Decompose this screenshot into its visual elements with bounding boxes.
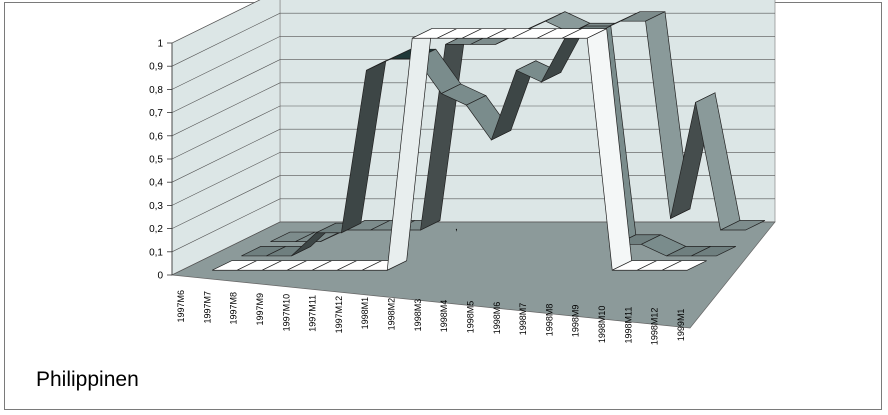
y-tick-label: 0,7 bbox=[149, 108, 163, 119]
chart-annotation: , bbox=[455, 222, 458, 233]
y-tick-label: 0,5 bbox=[149, 155, 163, 166]
gridline bbox=[171, 0, 261, 44]
series-2-ribbon bbox=[212, 28, 707, 271]
x-tick-label: 1998M10 bbox=[597, 306, 607, 344]
x-tick-label: 1999M1 bbox=[676, 309, 686, 342]
x-tick-label: 1998M1 bbox=[360, 297, 370, 330]
x-tick-label: 1997M8 bbox=[229, 292, 239, 325]
series-segment bbox=[662, 260, 707, 271]
series-segment bbox=[720, 220, 766, 231]
x-tick-label: 1997M6 bbox=[176, 290, 186, 323]
x-tick-label: 1998M4 bbox=[439, 300, 449, 333]
x-tick-label: 1998M7 bbox=[518, 303, 528, 336]
x-tick-label: 1998M8 bbox=[544, 304, 554, 337]
x-tick-label: 1998M9 bbox=[571, 305, 581, 338]
x-tick-label: 1998M2 bbox=[387, 298, 397, 331]
y-tick-label: 0,8 bbox=[149, 85, 163, 96]
x-tick-label: 1997M12 bbox=[334, 296, 344, 334]
y-tick-label: 1 bbox=[157, 39, 163, 50]
gridline bbox=[171, 12, 775, 67]
x-tick-label: 1997M9 bbox=[255, 293, 265, 326]
y-tick-label: 0,1 bbox=[149, 247, 163, 258]
x-tick-label: 1997M11 bbox=[308, 295, 318, 332]
chart-caption: Philippinen bbox=[36, 368, 139, 391]
x-tick-label: 1998M5 bbox=[465, 301, 475, 334]
x-tick-label: 1997M10 bbox=[281, 294, 291, 332]
x-tick-label: 1997M7 bbox=[202, 291, 212, 324]
y-tick-label: 0,3 bbox=[149, 201, 163, 212]
y-tick-label: 0 bbox=[157, 271, 163, 282]
y-tick-label: 0,2 bbox=[149, 224, 163, 235]
x-tick-label: 1998M12 bbox=[650, 308, 660, 346]
y-tick-label: 0,9 bbox=[149, 62, 163, 73]
y-tick-label: 0,4 bbox=[149, 178, 163, 189]
x-tick-label: 1998M6 bbox=[492, 302, 502, 335]
x-tick-label: 1998M11 bbox=[623, 307, 633, 344]
y-tick-label: 0,6 bbox=[149, 131, 163, 142]
x-tick-label: 1998M3 bbox=[413, 299, 423, 332]
series-segment bbox=[691, 246, 736, 257]
